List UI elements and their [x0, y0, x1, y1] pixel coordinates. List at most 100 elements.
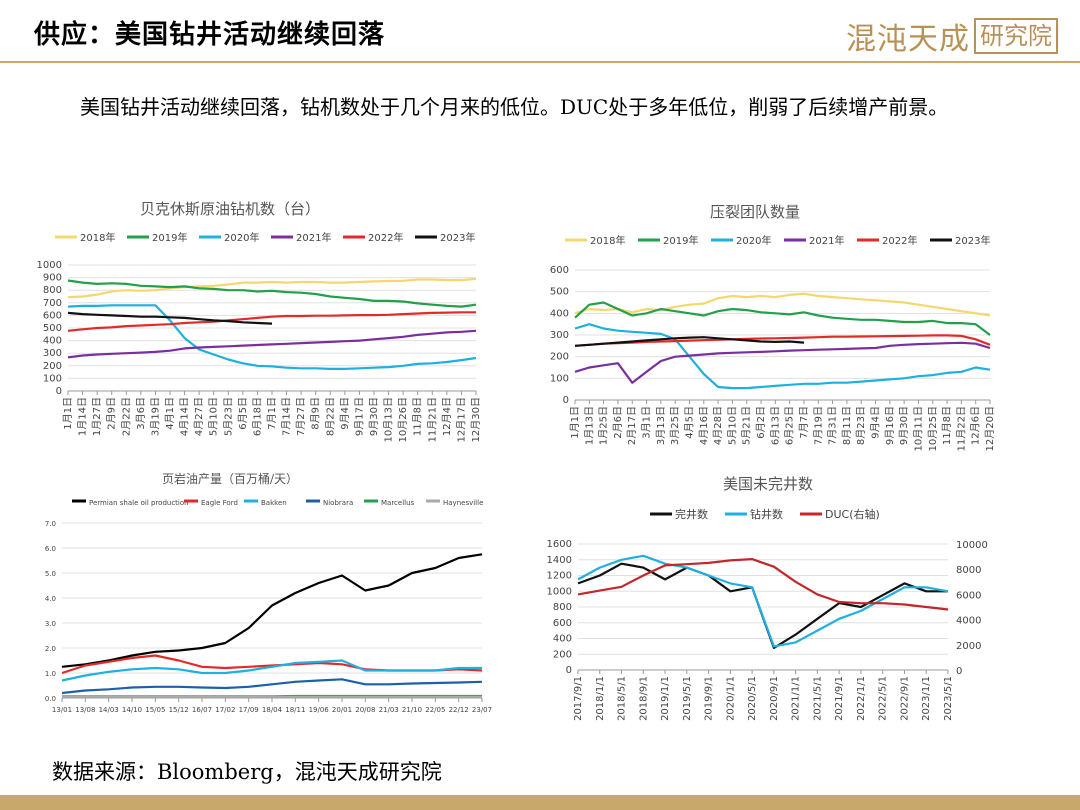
x-tick-label: 15/12 [169, 706, 189, 714]
x-tick-label: 2020/9/1 [769, 676, 780, 721]
x-tick-label: 2月6日 [612, 406, 624, 439]
x-tick-label: 23/07 [472, 706, 492, 714]
header-rule [0, 61, 1080, 63]
series-line [574, 292, 991, 317]
x-tick-label: 10月25日 [927, 406, 939, 451]
y-right-tick-label: 0 [956, 666, 962, 677]
y-right-tick-label: 4000 [956, 616, 981, 627]
x-tick-label: 21/03 [379, 706, 399, 714]
series-line [67, 277, 477, 299]
x-tick-label: 16/07 [192, 706, 212, 714]
x-tick-label: 21/10 [402, 706, 422, 714]
series-line [574, 301, 991, 336]
x-tick-label: 2020/1/1 [725, 676, 736, 721]
y-tick-label: 400 [550, 308, 569, 319]
chart-title: 页岩油产量（百万桶/天） [162, 471, 298, 486]
x-tick-label: 12月17日 [455, 397, 467, 442]
x-tick-label: 8月11日 [841, 406, 853, 445]
y-tick-label: 1600 [547, 539, 572, 550]
legend-label: 完井数 [675, 507, 708, 521]
legend-label: 2023年 [955, 234, 990, 247]
frac-fleet-chart: 压裂团队数量 2018年 2019年 2020年 2021年 2022年 2023年 0 100… [550, 203, 996, 451]
x-tick-label: 14/10 [122, 706, 142, 714]
shale-production-chart: 页岩油产量（百万桶/天） Permian shale oil production… [45, 471, 492, 714]
series-line [574, 323, 991, 390]
x-tick-label: 1月1日 [62, 397, 74, 430]
x-tick-label: 1月27日 [91, 397, 103, 436]
legend-label: Eagle Ford [201, 499, 238, 507]
chart-title: 贝克休斯原油钻机数（台） [140, 200, 320, 218]
x-tick-label: 13/08 [75, 706, 95, 714]
x-tick-label: 9月16日 [884, 406, 896, 445]
x-tick-label: 1月25日 [598, 406, 610, 445]
x-tick-label: 11月8日 [412, 397, 424, 436]
brand-logo: 混沌天成 研究院 [846, 14, 1058, 58]
x-tick-label: 14/03 [99, 706, 119, 714]
legend-label: 2021年 [296, 231, 331, 244]
x-tick-label: 2021/1/1 [791, 676, 802, 721]
y-tick-label: 200 [550, 352, 569, 363]
x-tick-label: 3月19日 [149, 397, 161, 436]
x-tick-label: 9月30日 [368, 397, 380, 436]
y-tick-label: 600 [553, 618, 572, 629]
x-tick-label: 22/12 [449, 706, 469, 714]
series-line [574, 334, 991, 347]
x-tick-label: 4月27日 [193, 397, 205, 436]
x-tick-label: 2月9日 [106, 397, 118, 430]
y-tick-label: 600 [550, 265, 569, 276]
x-tick-label: 9月4日 [339, 397, 351, 430]
x-tick-label: 5月10日 [208, 397, 220, 436]
y-tick-label: 100 [43, 373, 62, 384]
legend-label: 2018年 [80, 231, 115, 244]
x-tick-label: 2018/5/1 [617, 676, 628, 721]
x-tick-label: 2019/1/1 [660, 676, 671, 721]
x-tick-label: 18/11 [285, 706, 305, 714]
x-tick-label: 2023/5/1 [943, 676, 954, 721]
series-line [61, 678, 483, 695]
footer-bar [0, 795, 1080, 810]
series-line [61, 553, 483, 668]
x-tick-label: 4月16日 [698, 406, 710, 445]
x-tick-label: 2月17日 [626, 406, 638, 445]
legend-label: 2022年 [368, 231, 403, 244]
legend-label: Bakken [261, 499, 287, 507]
legend-label: DUC(右轴) [825, 507, 880, 521]
x-tick-label: 12月6日 [970, 406, 982, 445]
series-line [577, 554, 949, 648]
series-line [61, 659, 482, 682]
x-tick-label: 5月23日 [222, 397, 234, 436]
x-tick-label: 12月4日 [441, 397, 453, 436]
y-tick-label: 300 [550, 330, 569, 341]
y-tick-label: 6.0 [45, 545, 56, 553]
y-right-tick-label: 10000 [956, 540, 988, 551]
y-tick-label: 7.0 [45, 520, 56, 528]
x-tick-label: 4月28日 [712, 406, 724, 445]
legend-label: Niobrara [323, 499, 353, 507]
series-line [67, 329, 477, 359]
series-line [574, 336, 805, 347]
x-tick-label: 15/05 [145, 706, 165, 714]
y-right-tick-label: 6000 [956, 590, 981, 601]
y-tick-label: 5.0 [45, 570, 56, 578]
logo-text: 混沌天成 [846, 22, 970, 57]
y-tick-label: 1000 [37, 260, 62, 271]
page-title: 供应：美国钻井活动继续回落 [34, 20, 386, 50]
x-tick-label: 7月19日 [812, 406, 824, 445]
y-tick-label: 500 [43, 323, 62, 334]
legend-label: Marcellus [381, 499, 415, 507]
y-tick-label: 1200 [547, 571, 572, 582]
y-tick-label: 100 [550, 373, 569, 384]
x-tick-label: 2021/5/1 [812, 676, 823, 721]
y-tick-label: 4.0 [45, 595, 56, 603]
y-tick-label: 0 [566, 665, 572, 676]
x-tick-label: 9月30日 [898, 406, 910, 445]
y-tick-label: 1.0 [45, 670, 56, 678]
x-tick-label: 11月21日 [426, 397, 438, 442]
y-tick-label: 800 [553, 602, 572, 613]
x-tick-label: 7月1日 [266, 397, 278, 430]
x-tick-label: 2021/9/1 [834, 676, 845, 721]
x-tick-label: 2022/5/1 [878, 676, 889, 721]
x-tick-label: 4月5日 [683, 406, 695, 439]
x-tick-label: 18/04 [262, 706, 283, 714]
x-tick-label: 11月8日 [941, 406, 953, 445]
